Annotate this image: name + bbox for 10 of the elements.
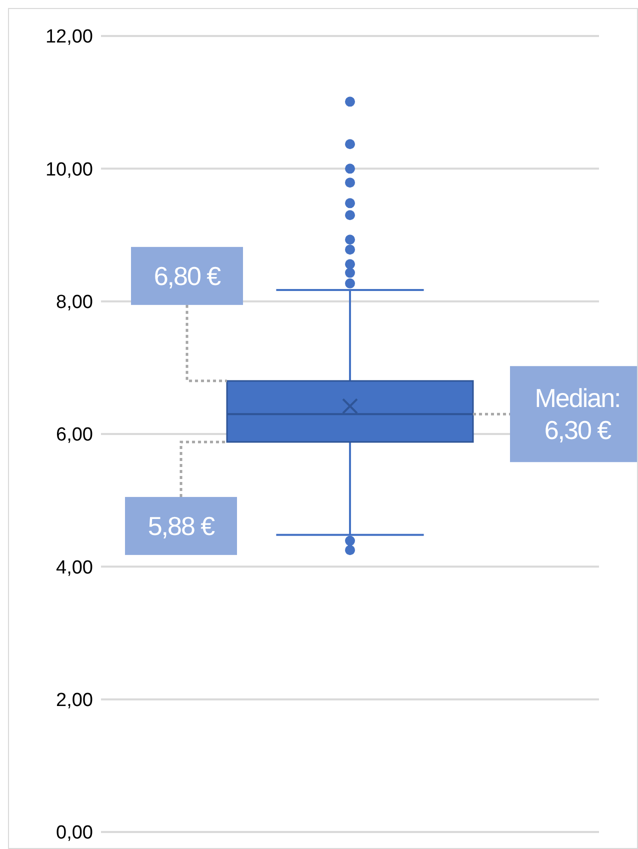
y-tick-label: 12,00 — [45, 26, 93, 48]
annotation: 5,88 € — [148, 510, 216, 541]
y-tick-label: 2,00 — [56, 690, 93, 712]
y-tick-label: 6,00 — [56, 424, 93, 446]
y-tick-label: 0,00 — [56, 822, 93, 844]
annotation: 6,80 € — [154, 260, 222, 291]
y-tick-label: 10,00 — [45, 159, 93, 180]
y-tick-label: 8,00 — [56, 292, 93, 314]
y-tick-label: 4,00 — [56, 557, 93, 578]
annotation: Median: 6,30 € — [534, 383, 620, 446]
